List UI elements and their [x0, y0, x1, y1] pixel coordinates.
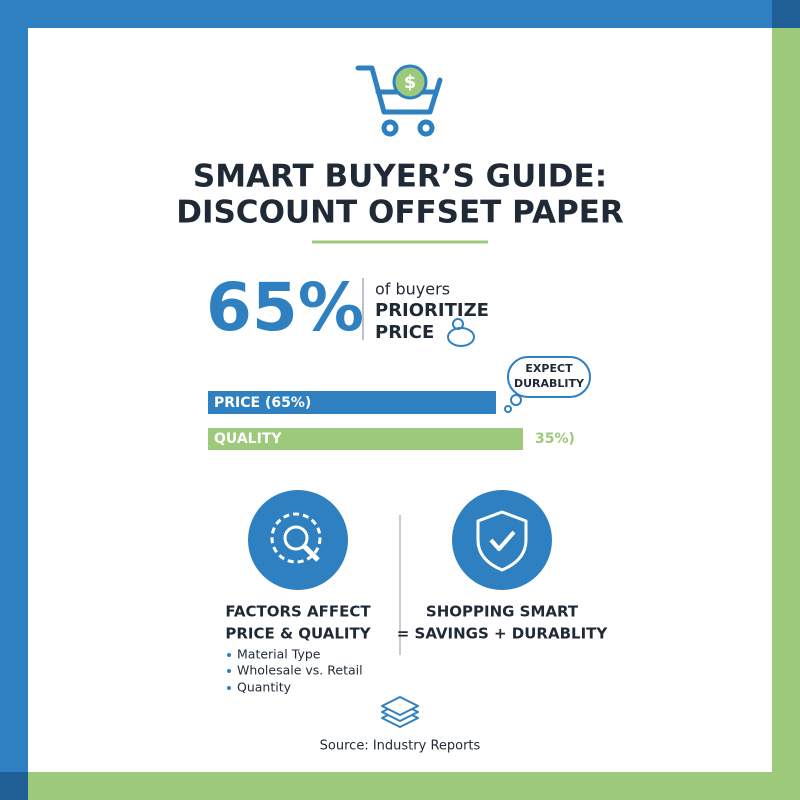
bar-label: PRICE (65%) [214, 395, 311, 411]
cart-icon [355, 64, 443, 137]
corner [772, 0, 800, 28]
stat-line: of buyers [375, 280, 450, 299]
bar-side-label: 35%) [535, 431, 575, 447]
list-item: Quantity [237, 680, 292, 695]
bubble-body [507, 356, 591, 398]
title: DISCOUNT OFFSET PAPER [176, 195, 624, 231]
panel-title: PRICE & QUALITY [225, 625, 371, 643]
bullet [227, 653, 231, 657]
list-item: Material Type [237, 647, 321, 662]
check [489, 530, 516, 551]
shield-icon [476, 510, 528, 572]
lens [283, 525, 309, 551]
coin-symbol: $ [404, 72, 417, 93]
wheel [381, 119, 399, 137]
cart-body [355, 65, 443, 115]
title: SMART BUYER’S GUIDE: [193, 159, 607, 195]
bullet [227, 686, 231, 690]
frame-left [0, 0, 28, 772]
panel-title: = SAVINGS + DURABLITY [397, 625, 609, 643]
gear-icon [270, 512, 322, 564]
price-bar [208, 391, 496, 414]
shield-circle [452, 490, 552, 590]
thought-bubble [504, 356, 591, 413]
gear [270, 512, 322, 564]
stat-line: PRICE [375, 322, 434, 343]
bubble-text: EXPECT [525, 362, 573, 375]
coin [392, 64, 428, 100]
source: Source: Industry Reports [320, 739, 481, 754]
frame-top [0, 0, 772, 28]
quality-bar [208, 428, 523, 450]
stat-figure: 65% [206, 269, 364, 346]
bubble-dot [510, 394, 522, 406]
panel-title: FACTORS AFFECT [225, 603, 371, 621]
piggy-coin [452, 318, 464, 330]
piggy-icon [447, 318, 475, 347]
corner [0, 772, 28, 800]
bar-label: QUALITY [214, 431, 282, 447]
gear-circle [248, 490, 348, 590]
bubble-dot [504, 405, 512, 413]
shield [476, 510, 528, 572]
panel-title: SHOPPING SMART [426, 603, 579, 621]
layer [381, 696, 419, 716]
bullet [227, 669, 231, 673]
layers-icon [381, 696, 419, 728]
list-item: Wholesale vs. Retail [237, 663, 363, 678]
wheel [417, 119, 435, 137]
stat-line: PRIORITIZE [375, 300, 489, 321]
bubble-text: DURABLITY [514, 377, 585, 390]
handle [302, 544, 320, 562]
